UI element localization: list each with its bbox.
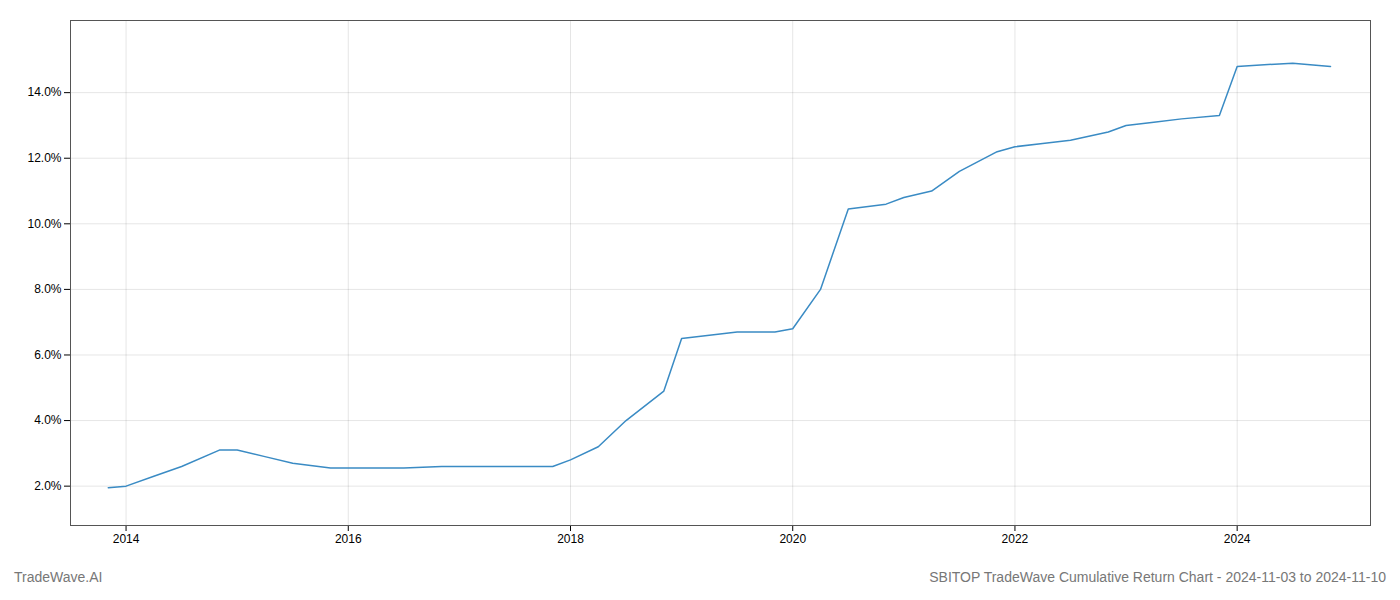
svg-text:2016: 2016 [335, 532, 362, 546]
svg-text:10.0%: 10.0% [27, 217, 61, 231]
html-text:SBITOP TradeWave Cumulative Re: SBITOP TradeWave Cumulative Return Chart… [929, 569, 1386, 585]
svg-text:2018: 2018 [557, 532, 584, 546]
svg-text:6.0%: 6.0% [34, 348, 62, 362]
svg-text:4.0%: 4.0% [34, 413, 62, 427]
svg-text:2014: 2014 [113, 532, 140, 546]
svg-text:8.0%: 8.0% [34, 282, 62, 296]
svg-text:14.0%: 14.0% [27, 85, 61, 99]
svg-text:2022: 2022 [1002, 532, 1029, 546]
svg-text:2020: 2020 [779, 532, 806, 546]
svg-text:2024: 2024 [1224, 532, 1251, 546]
html-text:TradeWave.AI: TradeWave.AI [14, 569, 103, 585]
svg-text:2.0%: 2.0% [34, 479, 62, 493]
svg-text:12.0%: 12.0% [27, 151, 61, 165]
